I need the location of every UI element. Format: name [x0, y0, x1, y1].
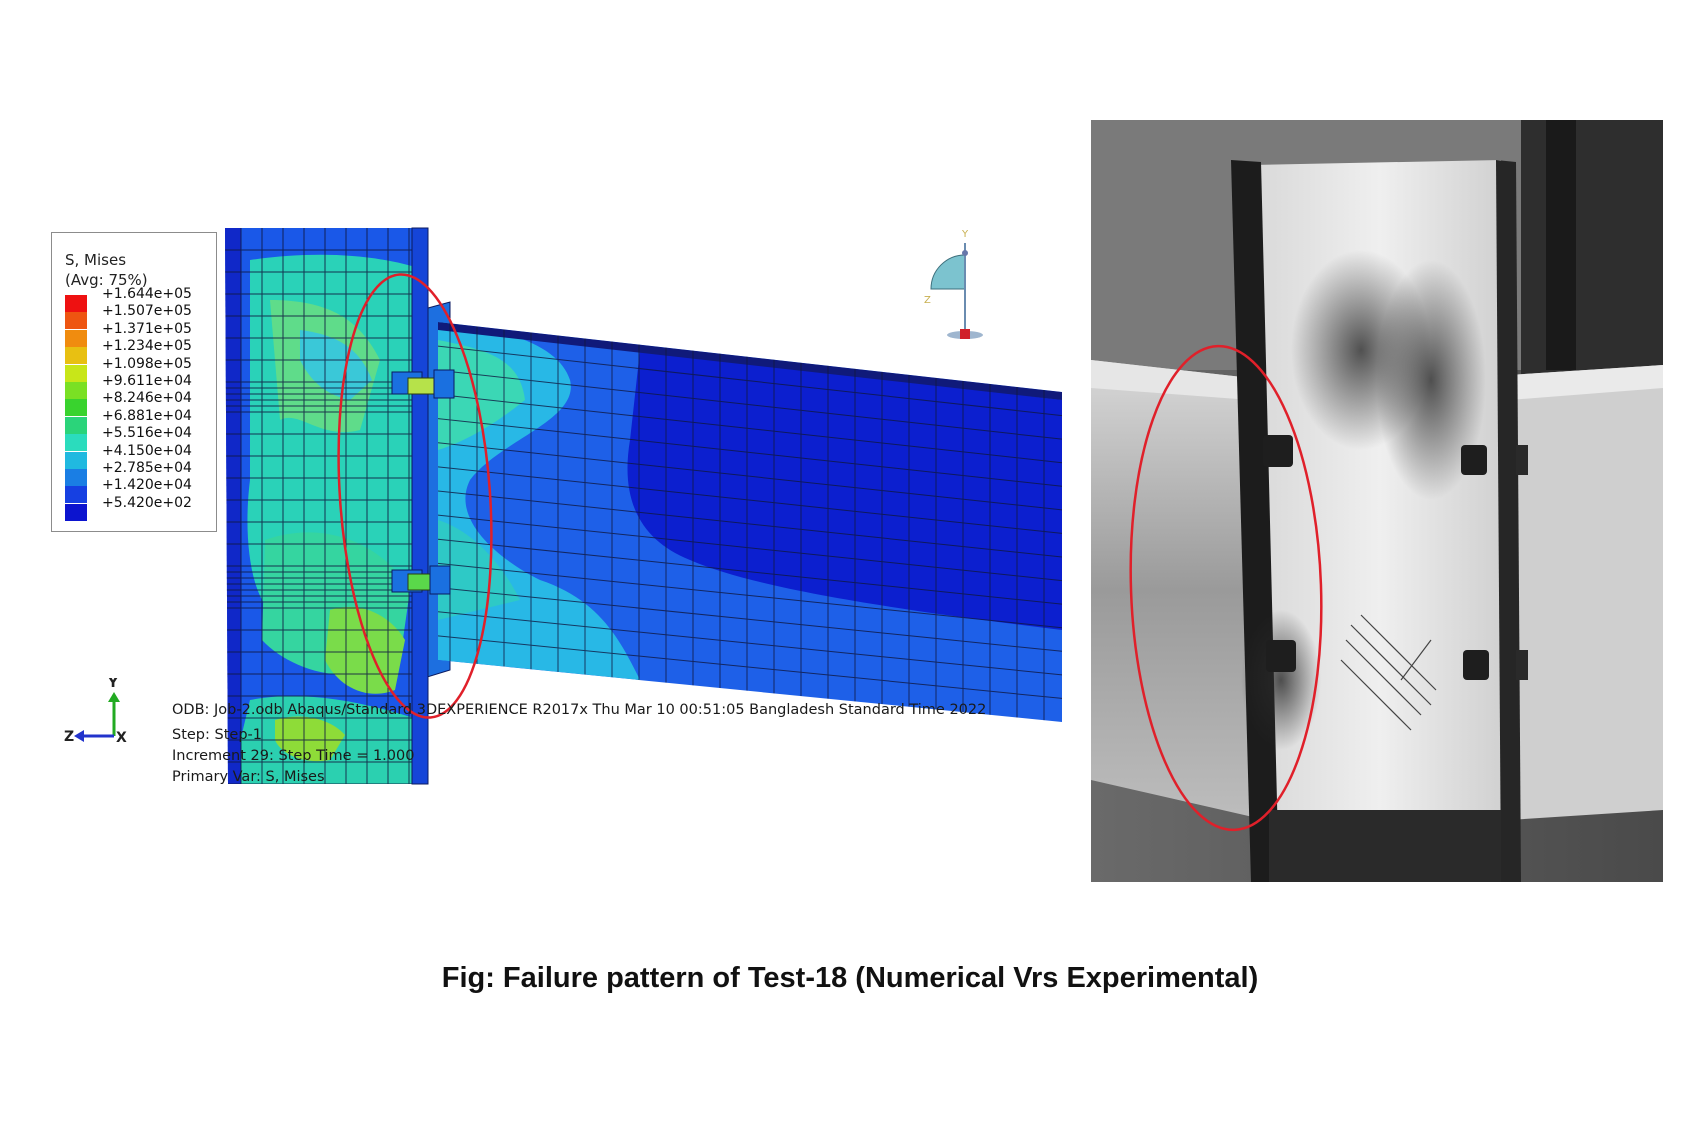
- legend-value: +9.611e+04: [102, 373, 192, 389]
- legend-value: +5.516e+04: [102, 425, 192, 442]
- increment-info-line: Increment 29: Step Time = 1.000: [172, 748, 415, 764]
- legend-value: +1.371e+05: [102, 320, 192, 337]
- legend-value: +2.785e+04: [102, 460, 192, 476]
- legend-swatch: [65, 364, 87, 382]
- legend-value: +6.881e+04: [102, 407, 192, 424]
- legend-swatch: [65, 399, 87, 417]
- legend-swatch: [65, 503, 87, 521]
- view-triad-y-label: Y: [961, 229, 969, 240]
- column-member: [225, 228, 425, 784]
- legend-value: +1.644e+05: [102, 286, 192, 302]
- legend-swatch: [65, 416, 87, 434]
- legend-value: +1.234e+05: [102, 338, 192, 355]
- odb-info-line: ODB: Job-2.odb Abaqus/Standard 3DEXPERIE…: [172, 702, 987, 718]
- legend-swatch: [65, 486, 87, 504]
- legend-value: +5.420e+02: [102, 494, 192, 511]
- fea-contour-plot: [225, 227, 1062, 785]
- legend-swatch: [65, 382, 87, 399]
- legend-swatch: [65, 329, 87, 347]
- legend-swatch: [65, 434, 87, 452]
- legend-subtitle: (Avg: 75%): [65, 271, 148, 289]
- legend-value: +1.507e+05: [102, 303, 192, 320]
- legend-swatch: [65, 347, 87, 365]
- coordinate-triad-icon: Y Z X: [64, 678, 127, 746]
- experimental-failure-ellipse: [1129, 344, 1323, 832]
- experimental-photo: [1091, 120, 1663, 882]
- beam-member: [438, 322, 1062, 722]
- bolt-bottom: [391, 565, 451, 595]
- view-cube-icon: Y Z: [924, 229, 983, 339]
- triad-x-label: X: [116, 730, 127, 746]
- legend-value: +4.150e+04: [102, 442, 192, 459]
- failure-highlight-ellipse: [337, 273, 493, 719]
- step-info-line: Step: Step-1: [172, 727, 262, 743]
- bolt-top: [391, 369, 455, 399]
- view-triad-z-label: Z: [924, 295, 931, 306]
- primary-var-line: Primary Var: S, Mises: [172, 769, 325, 785]
- legend-title: S, Mises: [65, 251, 127, 269]
- triad-y-label: Y: [107, 678, 119, 691]
- legend-value: +1.098e+05: [102, 355, 192, 372]
- legend-value: +1.420e+04: [102, 477, 192, 494]
- legend-swatch: [65, 469, 87, 486]
- legend-value: +8.246e+04: [102, 390, 192, 407]
- legend-swatch: [65, 451, 87, 469]
- triad-z-label: Z: [64, 729, 74, 745]
- legend-swatch: [65, 295, 87, 312]
- figure-caption: Fig: Failure pattern of Test-18 (Numeric…: [441, 962, 1259, 994]
- legend-swatch: [65, 312, 87, 330]
- contour-legend: S, Mises (Avg: 75%) +1.644e+05 +1.507e+05…: [51, 232, 217, 532]
